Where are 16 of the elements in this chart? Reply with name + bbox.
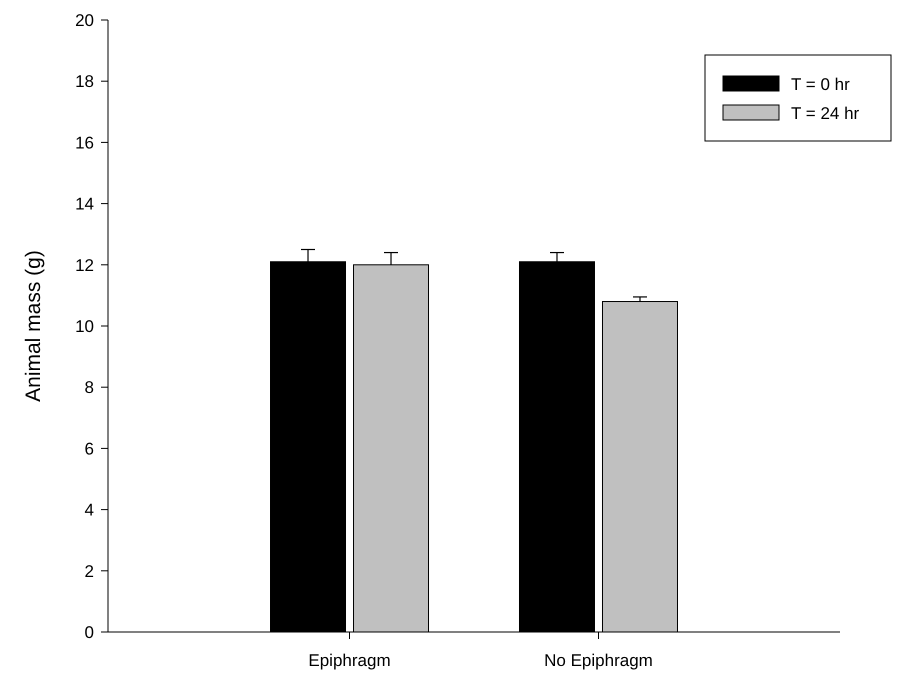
y-tick-label: 18: [75, 72, 94, 92]
legend-label: T = 0 hr: [791, 74, 850, 94]
y-tick-label: 16: [75, 133, 94, 152]
y-tick-label: 20: [75, 10, 94, 30]
x-tick-label: No Epiphragm: [544, 651, 653, 670]
y-tick-label: 6: [84, 439, 94, 458]
y-tick-label: 12: [75, 256, 94, 275]
y-tick-label: 0: [84, 622, 94, 642]
y-tick-label: 14: [75, 194, 94, 214]
y-tick-label: 8: [84, 378, 94, 398]
x-tick-label: Epiphragm: [308, 651, 391, 670]
y-tick-label: 4: [84, 500, 94, 520]
legend-label: T = 24 hr: [791, 104, 860, 123]
y-tick-label: 2: [84, 562, 94, 581]
y-tick-label: 10: [75, 316, 94, 336]
y-axis-title: Animal mass (g): [22, 250, 45, 402]
